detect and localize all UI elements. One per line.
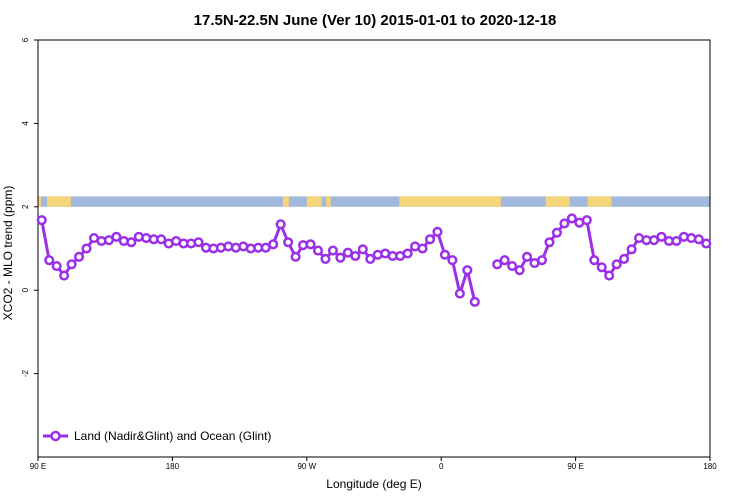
data-point [156, 234, 167, 245]
data-point [544, 237, 555, 248]
x-axis: 90 E 180 90 W 0 90 E 180 [30, 457, 717, 471]
land-band-segment [399, 196, 501, 207]
data-point [671, 235, 682, 247]
data-point [283, 237, 294, 248]
data-point [514, 265, 525, 276]
land-band-segment [587, 196, 612, 207]
data-point [589, 255, 600, 266]
data-point [111, 231, 122, 242]
data-point [51, 260, 62, 272]
data-point [365, 253, 376, 264]
data-point [275, 219, 286, 230]
data-point [447, 255, 458, 266]
x-tick-label: 180 [166, 462, 180, 471]
chart-title: 17.5N-22.5N June (Ver 10) 2015-01-01 to … [194, 12, 557, 29]
series-land-ocean [36, 213, 712, 307]
x-tick-label: 0 [439, 462, 444, 471]
land-band-segment [282, 196, 289, 207]
data-point [44, 255, 55, 266]
data-point [507, 260, 518, 272]
x-tick-label: 90 W [297, 462, 316, 471]
data-point [36, 215, 47, 226]
data-point [193, 237, 204, 248]
y-tick-label: 6 [21, 37, 30, 42]
y-tick-label: 0 [21, 287, 30, 292]
legend-label: Land (Nadir&Glint) and Ocean (Glint) [74, 429, 271, 443]
y-tick-label: -2 [21, 369, 30, 377]
series-line [40, 219, 477, 303]
data-point [74, 251, 85, 262]
data-point [566, 213, 577, 224]
y-axis: -2 0 2 4 6 [21, 37, 38, 377]
data-point [596, 262, 607, 273]
data-point [59, 270, 70, 281]
x-tick-label: 90 E [30, 462, 46, 471]
y-tick-label: 2 [21, 204, 30, 209]
data-point [424, 234, 436, 245]
data-point [350, 250, 361, 262]
land-ocean-band [38, 196, 710, 207]
data-point [551, 227, 562, 238]
land-band-segment [38, 196, 41, 207]
data-point [536, 255, 548, 266]
plot-frame [37, 39, 711, 458]
data-point [611, 259, 622, 270]
data-point [522, 251, 533, 262]
data-point [619, 253, 630, 264]
data-point [81, 243, 92, 254]
data-point [327, 245, 338, 256]
data-point [290, 251, 301, 262]
data-point [439, 249, 450, 260]
data-point [320, 253, 331, 264]
data-point [268, 239, 279, 250]
data-point [462, 265, 473, 276]
land-band-segment [326, 196, 331, 207]
data-point [469, 296, 480, 307]
land-band-segment [545, 196, 570, 207]
data-point [454, 288, 465, 299]
x-axis-label: Longitude (deg E) [326, 477, 421, 491]
data-point [701, 238, 712, 249]
x-tick-label: 90 E [567, 462, 583, 471]
data-point [312, 245, 324, 256]
data-point [357, 244, 368, 255]
data-point [66, 259, 77, 270]
data-point [559, 218, 570, 229]
ocean-band [38, 196, 710, 207]
data-point [432, 226, 443, 237]
data-point [126, 237, 137, 248]
data-point [402, 248, 413, 259]
data-point [335, 252, 346, 263]
x-tick-label: 180 [703, 462, 717, 471]
data-point [305, 239, 316, 250]
data-point [499, 255, 510, 266]
y-tick-label: 4 [21, 121, 30, 126]
data-point [581, 215, 592, 226]
legend-marker [50, 430, 61, 442]
land-band-segment [46, 196, 71, 207]
data-point [693, 234, 704, 245]
data-point [656, 231, 667, 242]
data-point [626, 244, 637, 255]
legend: Land (Nadir&Glint) and Ocean (Glint) [43, 429, 271, 443]
land-band-segment [306, 196, 322, 207]
data-point [417, 243, 428, 254]
y-axis-label: XCO2 - MLO trend (ppm) [1, 186, 15, 321]
data-point [604, 270, 615, 281]
data-point [492, 259, 503, 270]
